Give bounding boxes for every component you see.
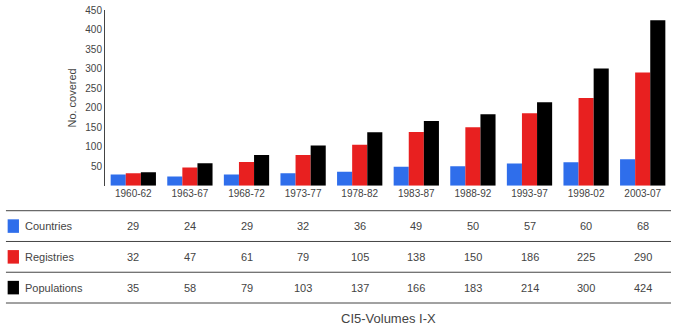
svg-text:60: 60 (580, 220, 592, 232)
svg-text:1988-92: 1988-92 (455, 188, 492, 199)
svg-text:183: 183 (464, 282, 482, 294)
svg-text:Registries: Registries (25, 251, 74, 263)
svg-text:24: 24 (184, 220, 196, 232)
svg-text:250: 250 (85, 83, 102, 94)
svg-text:300: 300 (577, 282, 595, 294)
svg-text:79: 79 (297, 251, 309, 263)
svg-text:1960-62: 1960-62 (115, 188, 152, 199)
svg-text:300: 300 (85, 63, 102, 74)
svg-text:68: 68 (637, 220, 649, 232)
svg-text:57: 57 (524, 220, 536, 232)
svg-text:50: 50 (91, 161, 103, 172)
svg-text:166: 166 (407, 282, 425, 294)
svg-text:1993-97: 1993-97 (511, 188, 548, 199)
svg-text:450: 450 (85, 5, 102, 16)
svg-text:1998-02: 1998-02 (568, 188, 605, 199)
svg-text:49: 49 (410, 220, 422, 232)
svg-text:100: 100 (85, 141, 102, 152)
svg-text:290: 290 (634, 251, 652, 263)
svg-text:36: 36 (354, 220, 366, 232)
svg-text:350: 350 (85, 44, 102, 55)
svg-text:No. covered: No. covered (66, 68, 78, 127)
svg-text:1968-72: 1968-72 (228, 188, 265, 199)
svg-text:1973-77: 1973-77 (285, 188, 322, 199)
svg-text:225: 225 (577, 251, 595, 263)
svg-text:1978-82: 1978-82 (341, 188, 378, 199)
svg-text:29: 29 (127, 220, 139, 232)
svg-text:Countries: Countries (25, 220, 73, 232)
svg-text:186: 186 (521, 251, 539, 263)
svg-text:CI5-Volumes I-X: CI5-Volumes I-X (341, 311, 436, 326)
svg-text:137: 137 (351, 282, 369, 294)
svg-text:50: 50 (467, 220, 479, 232)
svg-text:1963-67: 1963-67 (172, 188, 209, 199)
svg-text:79: 79 (241, 282, 253, 294)
svg-text:47: 47 (184, 251, 196, 263)
svg-text:200: 200 (85, 102, 102, 113)
svg-text:150: 150 (85, 122, 102, 133)
svg-text:32: 32 (127, 251, 139, 263)
svg-text:105: 105 (351, 251, 369, 263)
svg-text:35: 35 (127, 282, 139, 294)
svg-text:2003-07: 2003-07 (624, 188, 661, 199)
svg-text:103: 103 (294, 282, 312, 294)
svg-text:400: 400 (85, 24, 102, 35)
svg-text:424: 424 (634, 282, 652, 294)
svg-text:214: 214 (521, 282, 539, 294)
svg-text:1983-87: 1983-87 (398, 188, 435, 199)
svg-text:150: 150 (464, 251, 482, 263)
svg-text:61: 61 (241, 251, 253, 263)
svg-text:58: 58 (184, 282, 196, 294)
svg-text:138: 138 (407, 251, 425, 263)
svg-text:Populations: Populations (25, 282, 83, 294)
svg-text:29: 29 (241, 220, 253, 232)
svg-text:32: 32 (297, 220, 309, 232)
